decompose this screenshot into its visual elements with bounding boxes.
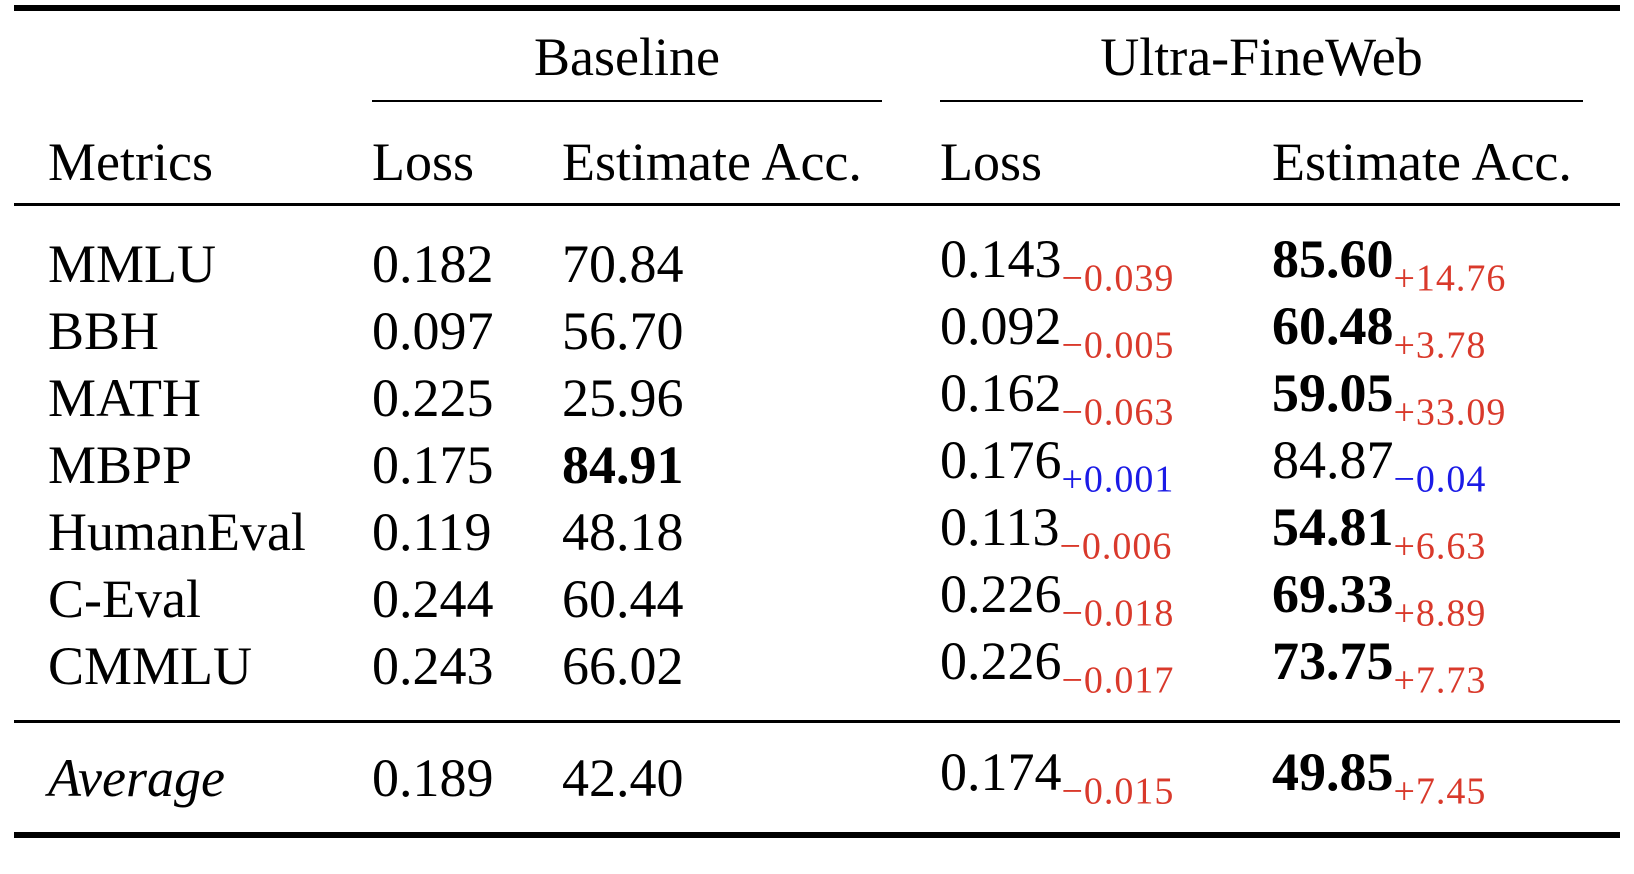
ufw-loss-value: 0.226−0.017	[940, 631, 1175, 702]
ufw-acc-value: 69.33+8.89	[1272, 564, 1487, 635]
baseline-acc-value: 25.96	[562, 368, 684, 429]
metric-name: HumanEval	[48, 502, 306, 563]
group-header-baseline: Baseline	[372, 11, 940, 102]
ufw-loss-delta: +0.001	[1061, 458, 1175, 501]
metric-name: Average	[48, 747, 225, 808]
top-rule	[14, 5, 1620, 11]
ufw-acc-delta: +6.63	[1393, 525, 1487, 568]
metric-name: C-Eval	[48, 569, 201, 630]
baseline-loss-value: 0.244	[372, 569, 494, 630]
table-row: CMMLU 0.243 66.02 0.226−0.017 73.75+7.73	[14, 630, 1620, 701]
ufw-acc-delta: +14.76	[1393, 257, 1507, 300]
ultra-fineweb-cmidrule	[940, 100, 1583, 102]
column-header-ufw-loss: Loss	[940, 131, 1043, 192]
baseline-acc-value: 70.84	[562, 234, 684, 295]
results-table: Baseline Ultra-FineWeb Metrics Loss Esti…	[14, 5, 1620, 838]
table-row: BBH 0.097 56.70 0.092−0.005 60.48+3.78	[14, 295, 1620, 366]
ufw-acc-value: 84.87−0.04	[1272, 430, 1487, 501]
ufw-acc-delta: +7.73	[1393, 659, 1487, 702]
baseline-loss-value: 0.119	[372, 502, 492, 563]
ufw-acc-delta: +8.89	[1393, 592, 1487, 635]
ufw-acc-value: 85.60+14.76	[1272, 229, 1507, 300]
average-row: Average 0.189 42.40 0.174−0.015 49.85+7.…	[14, 723, 1620, 832]
baseline-acc-value: 84.91	[562, 435, 684, 496]
group-header-row: Baseline Ultra-FineWeb	[14, 11, 1620, 102]
ufw-loss-delta: −0.018	[1061, 592, 1175, 635]
pre-average-rule	[14, 720, 1620, 723]
baseline-acc-value: 60.44	[562, 569, 684, 630]
baseline-loss-value: 0.097	[372, 301, 494, 362]
metric-name: BBH	[48, 301, 160, 362]
ufw-acc-value: 73.75+7.73	[1272, 631, 1487, 702]
ufw-loss-delta: −0.039	[1061, 257, 1175, 300]
table-row: MMLU 0.182 70.84 0.143−0.039 85.60+14.76	[14, 228, 1620, 299]
ufw-acc-delta: +7.45	[1393, 770, 1487, 813]
baseline-loss-value: 0.225	[372, 368, 494, 429]
header-rule	[14, 203, 1620, 206]
ufw-loss-value: 0.092−0.005	[940, 296, 1175, 367]
column-header-baseline-loss: Loss	[372, 131, 475, 192]
column-header-metrics: Metrics	[48, 131, 213, 192]
baseline-acc-value: 48.18	[562, 502, 684, 563]
ufw-acc-delta: −0.04	[1393, 458, 1487, 501]
ufw-loss-value: 0.226−0.018	[940, 564, 1175, 635]
baseline-acc-value: 66.02	[562, 636, 684, 697]
baseline-loss-value: 0.182	[372, 234, 494, 295]
metric-name: MATH	[48, 368, 202, 429]
bottom-rule	[14, 832, 1620, 838]
table-row: MBPP 0.175 84.91 0.176+0.001 84.87−0.04	[14, 429, 1620, 500]
table-row: HumanEval 0.119 48.18 0.113−0.006 54.81+…	[14, 496, 1620, 567]
ufw-loss-delta: −0.017	[1061, 659, 1175, 702]
group-header-ultra-fineweb: Ultra-FineWeb	[940, 11, 1620, 102]
ufw-acc-value: 54.81+6.63	[1272, 497, 1487, 568]
ufw-loss-value: 0.174−0.015	[940, 742, 1175, 813]
ufw-loss-delta: −0.063	[1061, 391, 1175, 434]
metric-name: MMLU	[48, 234, 217, 295]
ufw-acc-delta: +33.09	[1393, 391, 1507, 434]
ufw-loss-delta: −0.006	[1059, 525, 1173, 568]
baseline-cmidrule	[372, 100, 882, 102]
ufw-acc-delta: +3.78	[1393, 324, 1487, 367]
baseline-acc-value: 42.40	[562, 747, 684, 808]
table-body: MMLU 0.182 70.84 0.143−0.039 85.60+14.76…	[14, 206, 1620, 720]
ufw-loss-value: 0.176+0.001	[940, 430, 1175, 501]
metric-name: CMMLU	[48, 636, 253, 697]
group-label-ultra-fineweb: Ultra-FineWeb	[1100, 26, 1423, 87]
ufw-loss-value: 0.113−0.006	[940, 497, 1173, 568]
ufw-acc-value: 49.85+7.45	[1272, 742, 1487, 813]
ufw-acc-value: 60.48+3.78	[1272, 296, 1487, 367]
baseline-loss-value: 0.243	[372, 636, 494, 697]
table-row: MATH 0.225 25.96 0.162−0.063 59.05+33.09	[14, 362, 1620, 433]
ufw-loss-delta: −0.015	[1061, 770, 1175, 813]
column-header-ufw-acc: Estimate Acc.	[1272, 131, 1572, 192]
baseline-loss-value: 0.189	[372, 747, 494, 808]
column-header-baseline-acc: Estimate Acc.	[562, 131, 862, 192]
baseline-loss-value: 0.175	[372, 435, 494, 496]
ufw-loss-delta: −0.005	[1061, 324, 1175, 367]
group-label-baseline: Baseline	[534, 26, 720, 87]
ufw-loss-value: 0.162−0.063	[940, 363, 1175, 434]
table-row: C-Eval 0.244 60.44 0.226−0.018 69.33+8.8…	[14, 563, 1620, 634]
metric-name: MBPP	[48, 435, 193, 496]
ufw-loss-value: 0.143−0.039	[940, 229, 1175, 300]
ufw-acc-value: 59.05+33.09	[1272, 363, 1507, 434]
baseline-acc-value: 56.70	[562, 301, 684, 362]
column-header-row: Metrics Loss Estimate Acc. Loss Estimate…	[14, 102, 1620, 203]
